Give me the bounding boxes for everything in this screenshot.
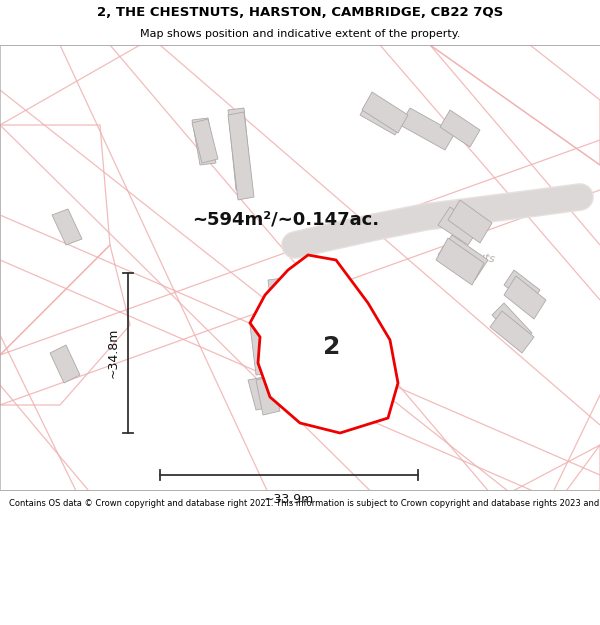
Polygon shape [504, 276, 546, 319]
Text: 2: 2 [323, 335, 341, 359]
Polygon shape [228, 108, 252, 190]
Polygon shape [490, 311, 534, 353]
Polygon shape [438, 235, 488, 280]
Polygon shape [400, 108, 455, 150]
Polygon shape [362, 92, 408, 133]
Text: 2, THE CHESTNUTS, HARSTON, CAMBRIDGE, CB22 7QS: 2, THE CHESTNUTS, HARSTON, CAMBRIDGE, CB… [97, 6, 503, 19]
Text: Chestnuts: Chestnuts [440, 245, 496, 265]
Polygon shape [50, 345, 80, 383]
Polygon shape [256, 376, 280, 415]
Polygon shape [250, 255, 398, 433]
Polygon shape [492, 303, 532, 345]
Polygon shape [192, 118, 216, 165]
Polygon shape [448, 200, 492, 243]
Text: ~34.8m: ~34.8m [107, 328, 120, 378]
Polygon shape [440, 110, 480, 147]
Polygon shape [228, 112, 254, 200]
Polygon shape [248, 377, 272, 410]
Polygon shape [360, 97, 405, 135]
Text: Contains OS data © Crown copyright and database right 2021. This information is : Contains OS data © Crown copyright and d… [9, 499, 600, 509]
Polygon shape [504, 270, 540, 305]
Polygon shape [52, 209, 82, 245]
Polygon shape [436, 238, 484, 285]
Polygon shape [192, 119, 218, 163]
Polygon shape [268, 270, 358, 397]
Text: ~594m²/~0.147ac.: ~594m²/~0.147ac. [192, 211, 379, 229]
Text: Map shows position and indicative extent of the property.: Map shows position and indicative extent… [140, 29, 460, 39]
Text: ~33.9m: ~33.9m [264, 493, 314, 506]
Polygon shape [438, 207, 480, 245]
Polygon shape [250, 323, 274, 375]
